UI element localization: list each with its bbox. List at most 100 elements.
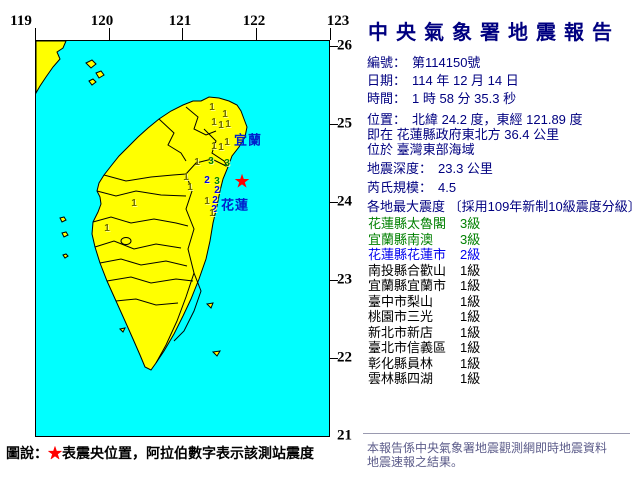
report-field-date: 日期： 114 年 12 月 14 日	[367, 70, 519, 89]
report-footnote: 本報告係中央氣象署地震觀測網即時地震資料 地震速報之結果。	[367, 441, 607, 469]
station-level: 1級	[460, 293, 481, 309]
field-value: 1 時 58 分 35.3 秒	[412, 91, 517, 106]
field-label: 各地最大震度 〔採用109年新制10級震度分級〕	[367, 199, 640, 214]
report-field-magnitude: 芮氏規模： 4.5	[367, 177, 456, 196]
report-field-number: 編號： 第114150號	[367, 52, 480, 71]
report-field-time: 時間： 1 時 58 分 35.3 秒	[367, 88, 516, 107]
intensity-row: 彰化縣員林 1級	[368, 353, 480, 372]
axis-tick	[330, 124, 338, 125]
footnote-divider	[363, 433, 630, 434]
intensity-row: 宜蘭縣南澳 3級	[368, 229, 480, 248]
lon-axis-label: 120	[90, 13, 114, 29]
report-field-position: 位置： 北緯 24.2 度，東經 121.89 度	[367, 109, 583, 128]
station-intensity-marker: 1	[211, 117, 217, 128]
lat-axis-label: 21	[337, 427, 352, 444]
station-name: 花蓮縣太魯閣	[368, 216, 447, 231]
intensity-row: 臺中市梨山 1級	[368, 291, 480, 310]
lat-axis-label: 26	[337, 37, 352, 54]
station-intensity-marker: 1	[209, 102, 215, 113]
map-legend: 圖說：★表震央位置，阿拉伯數字表示該測站震度	[6, 443, 314, 463]
station-intensity-marker: 1	[224, 137, 230, 148]
field-value: 114 年 12 月 14 日	[412, 73, 519, 88]
station-intensity-marker: 3	[224, 158, 230, 169]
map-city-label: 宜蘭	[234, 132, 263, 148]
legend-prefix: 圖說：	[6, 445, 48, 461]
station-intensity-marker: 1	[187, 182, 193, 193]
intensity-row: 花蓮縣太魯閣 3級	[368, 213, 480, 232]
lon-axis-label: 121	[168, 13, 192, 29]
station-name: 臺中市梨山	[368, 293, 434, 309]
station-intensity-marker: 1	[209, 208, 215, 219]
field-value: 即在 花蓮縣政府東北方 36.4 公里	[367, 127, 560, 142]
lon-axis-label: 122	[242, 13, 266, 29]
map-city-label: 花蓮	[221, 197, 250, 213]
station-intensity-marker: 2	[212, 195, 218, 206]
station-intensity-marker: 1	[222, 109, 228, 120]
lon-axis-label: 119	[10, 13, 32, 29]
intensity-row: 南投縣合歡山 1級	[368, 260, 480, 279]
station-name: 宜蘭縣宜蘭市	[368, 278, 447, 293]
axis-tick	[330, 358, 338, 359]
station-name: 南投縣合歡山	[368, 262, 447, 278]
lat-axis-label: 23	[337, 271, 352, 288]
station-level: 1級	[460, 309, 481, 324]
station-intensity-marker: 3	[208, 156, 214, 167]
intensity-map: 1 1 1 1 1 1 1 1 1 3 3 1 1 2 3 2 1 2 2 1 1 1 宜蘭 花蓮 ★	[35, 40, 330, 437]
axis-tick	[109, 28, 110, 40]
station-level: 1級	[460, 355, 481, 371]
field-label: 地震深度：	[367, 161, 433, 176]
field-label: 編號：	[367, 55, 407, 70]
field-value: 第114150號	[412, 55, 481, 70]
axis-tick	[182, 28, 183, 40]
station-level: 1級	[460, 340, 481, 355]
station-intensity-marker: 1	[204, 196, 210, 207]
station-intensity-marker: 1	[131, 198, 137, 209]
field-label: 位置：	[367, 112, 407, 127]
station-intensity-marker: 1	[218, 120, 224, 131]
field-value: 北緯 24.2 度，東經 121.89 度	[412, 112, 583, 127]
field-value: 位於 臺灣東部海域	[367, 142, 475, 157]
station-intensity-marker: 1	[218, 142, 224, 153]
epicenter-star-icon: ★	[48, 445, 62, 461]
report-field-region: 位於 臺灣東部海域	[367, 139, 475, 158]
intensity-row: 花蓮縣花蓮市 2級	[368, 244, 480, 263]
station-intensity-marker: 1	[225, 119, 231, 130]
intensity-row: 新北市新店 1級	[368, 322, 480, 341]
lat-axis-label: 24	[337, 193, 352, 210]
station-intensity-marker: 2	[214, 185, 220, 196]
station-name: 雲林縣四湖	[368, 371, 434, 386]
field-label: 時間：	[367, 91, 407, 106]
report-field-relative-location: 即在 花蓮縣政府東北方 36.4 公里	[367, 124, 559, 143]
station-intensity-marker: 1	[104, 223, 110, 234]
axis-tick	[35, 28, 36, 40]
field-value: 4.5	[438, 180, 457, 195]
station-name: 宜蘭縣南澳	[368, 231, 434, 247]
axis-tick	[330, 280, 338, 281]
station-level: 1級	[460, 262, 481, 278]
station-level: 3級	[460, 216, 481, 231]
field-label: 芮氏規模：	[367, 180, 433, 195]
epicenter-star-icon: ★	[233, 171, 251, 193]
axis-tick	[256, 28, 257, 40]
axis-tick	[330, 28, 331, 40]
station-level: 2級	[460, 247, 481, 262]
map-overlay: 1 1 1 1 1 1 1 1 1 3 3 1 1 2 3 2 1 2 2 1 1 1 宜蘭 花蓮 ★	[36, 41, 331, 438]
intensity-row: 臺北市信義區 1級	[368, 337, 480, 356]
footnote-line: 本報告係中央氣象署地震觀測網即時地震資料	[367, 441, 608, 455]
station-intensity-marker: 1	[211, 141, 217, 152]
station-level: 3級	[460, 231, 481, 247]
station-name: 花蓮縣花蓮市	[368, 247, 447, 262]
station-intensity-marker: 2	[204, 175, 210, 186]
station-level: 1級	[460, 324, 481, 340]
station-intensity-marker: 1	[194, 157, 200, 168]
axis-tick	[330, 202, 338, 203]
page-title: 中央氣象署地震報告	[368, 22, 620, 44]
intensity-section-header: 各地最大震度 〔採用109年新制10級震度分級〕	[367, 196, 640, 215]
station-intensity-marker: 1	[183, 172, 189, 183]
station-name: 桃園市三光	[368, 309, 434, 324]
report-field-depth: 地震深度： 23.3 公里	[367, 158, 493, 177]
intensity-row: 宜蘭縣宜蘭市 1級	[368, 275, 480, 294]
lat-axis-label: 22	[337, 349, 352, 366]
intensity-row: 桃園市三光 1級	[368, 306, 480, 325]
